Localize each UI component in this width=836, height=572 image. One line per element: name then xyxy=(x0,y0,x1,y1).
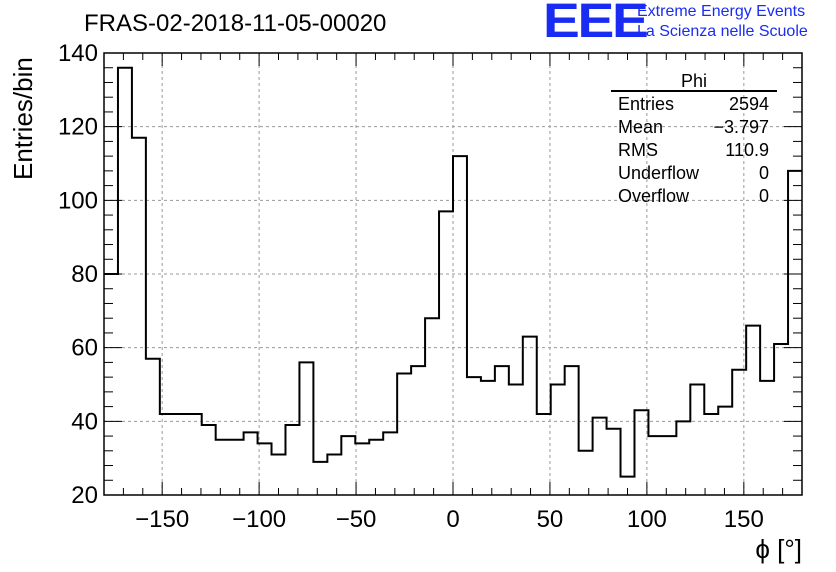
stats-row-value: 0 xyxy=(759,186,769,206)
y-tick-label: 120 xyxy=(58,114,98,141)
stats-row-value: 110.9 xyxy=(725,140,769,160)
y-tick-label: 60 xyxy=(71,335,98,362)
stats-row-value: −3.797 xyxy=(713,117,769,137)
stats-rows: Entries 2594 Mean −3.797 RMS 110.9 Underflow 0 O… xyxy=(618,94,769,206)
y-tick-label: 20 xyxy=(71,482,98,509)
x-tick-label: −50 xyxy=(336,506,377,533)
stats-row-value: 2594 xyxy=(729,94,769,114)
plot-frame xyxy=(103,52,803,496)
stats-row-label: Mean xyxy=(618,117,663,137)
stats-row-label: RMS xyxy=(618,140,658,160)
axis-ticks xyxy=(104,52,803,496)
y-tick-label: 100 xyxy=(58,187,98,214)
x-tick-label: 150 xyxy=(724,506,764,533)
logo-mark: EEE xyxy=(543,0,649,48)
x-axis-label: ϕ [°] xyxy=(755,534,802,564)
stats-row-label: Underflow xyxy=(618,163,700,183)
x-tick-label: 50 xyxy=(537,506,564,533)
y-tick-labels: 20 40 60 80 100 120 140 xyxy=(58,40,98,509)
x-tick-label: −150 xyxy=(135,506,189,533)
y-tick-label: 40 xyxy=(71,408,98,435)
x-tick-label: 0 xyxy=(446,506,459,533)
stats-row-value: 0 xyxy=(759,163,769,183)
x-tick-label: −100 xyxy=(232,506,286,533)
y-tick-label: 140 xyxy=(58,40,98,67)
grid xyxy=(104,53,802,495)
logo-tagline-1: Extreme Energy Events xyxy=(637,3,806,20)
stats-row-label: Entries xyxy=(618,94,674,114)
histogram-outline xyxy=(104,66,802,478)
eee-logo: EEE Extreme Energy Events La Scienza nel… xyxy=(543,0,836,48)
x-tick-label: 100 xyxy=(627,506,667,533)
x-tick-labels: −150 −100 −50 0 50 100 150 xyxy=(135,506,764,533)
page-title: FRAS-02-2018-11-05-00020 xyxy=(84,10,387,37)
logo-tagline-2: La Scienza nelle Scuole xyxy=(637,23,808,40)
y-tick-label: 80 xyxy=(71,261,98,288)
y-axis-label: Entries/bin xyxy=(8,57,38,180)
stats-box: Phi Entries 2594 Mean −3.797 RMS 110.9 Underfl… xyxy=(611,71,777,206)
stats-row-label: Overflow xyxy=(618,186,690,206)
stats-title: Phi xyxy=(681,71,707,91)
